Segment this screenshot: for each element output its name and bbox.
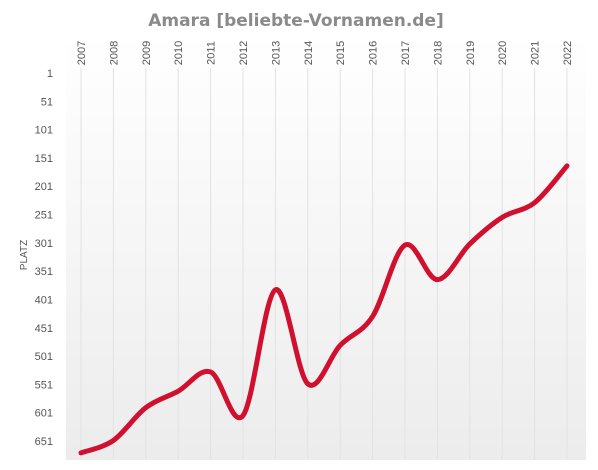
x-tick-2011: 2011: [206, 41, 218, 65]
y-tick-401: 401: [35, 294, 53, 306]
y-tick-601: 601: [35, 408, 53, 420]
y-tick-551: 551: [35, 379, 53, 391]
x-tick-2018: 2018: [432, 41, 444, 65]
y-tick-351: 351: [35, 266, 53, 278]
y-tick-501: 501: [35, 351, 53, 363]
x-tick-2007: 2007: [76, 41, 88, 65]
y-tick-651: 651: [35, 436, 53, 448]
x-tick-2021: 2021: [530, 41, 542, 65]
y-tick-51: 51: [41, 96, 53, 108]
y-tick-301: 301: [35, 238, 53, 250]
y-tick-201: 201: [35, 181, 53, 193]
x-tick-2022: 2022: [562, 41, 574, 65]
series-line-0: [78, 163, 570, 456]
x-tick-2017: 2017: [400, 41, 412, 65]
y-tick-451: 451: [35, 323, 53, 335]
plot-background: [66, 36, 586, 460]
x-tick-2020: 2020: [497, 41, 509, 65]
x-tick-2013: 2013: [270, 41, 282, 65]
x-tick-2019: 2019: [465, 41, 477, 65]
y-tick-251: 251: [35, 210, 53, 222]
y-tick-101: 101: [35, 125, 53, 137]
grid-lines: [80, 68, 568, 460]
series-layer: [78, 163, 570, 456]
x-tick-2010: 2010: [173, 41, 185, 65]
x-tick-2016: 2016: [368, 41, 380, 65]
chart-title: Amara [beliebte-Vornamen.de]: [148, 11, 444, 31]
x-tick-2009: 2009: [141, 41, 153, 65]
y-tick-1: 1: [47, 68, 53, 80]
x-tick-2014: 2014: [303, 41, 315, 65]
x-tick-2012: 2012: [238, 41, 250, 65]
y-axis-label: PLATZ: [19, 240, 30, 270]
y-tick-151: 151: [35, 153, 53, 165]
x-tick-labels: 2007 2008 2009 2010 2011 2012 2013 2014 2015 2016…: [76, 41, 574, 65]
x-tick-2015: 2015: [335, 41, 347, 65]
x-tick-2008: 2008: [108, 41, 120, 65]
